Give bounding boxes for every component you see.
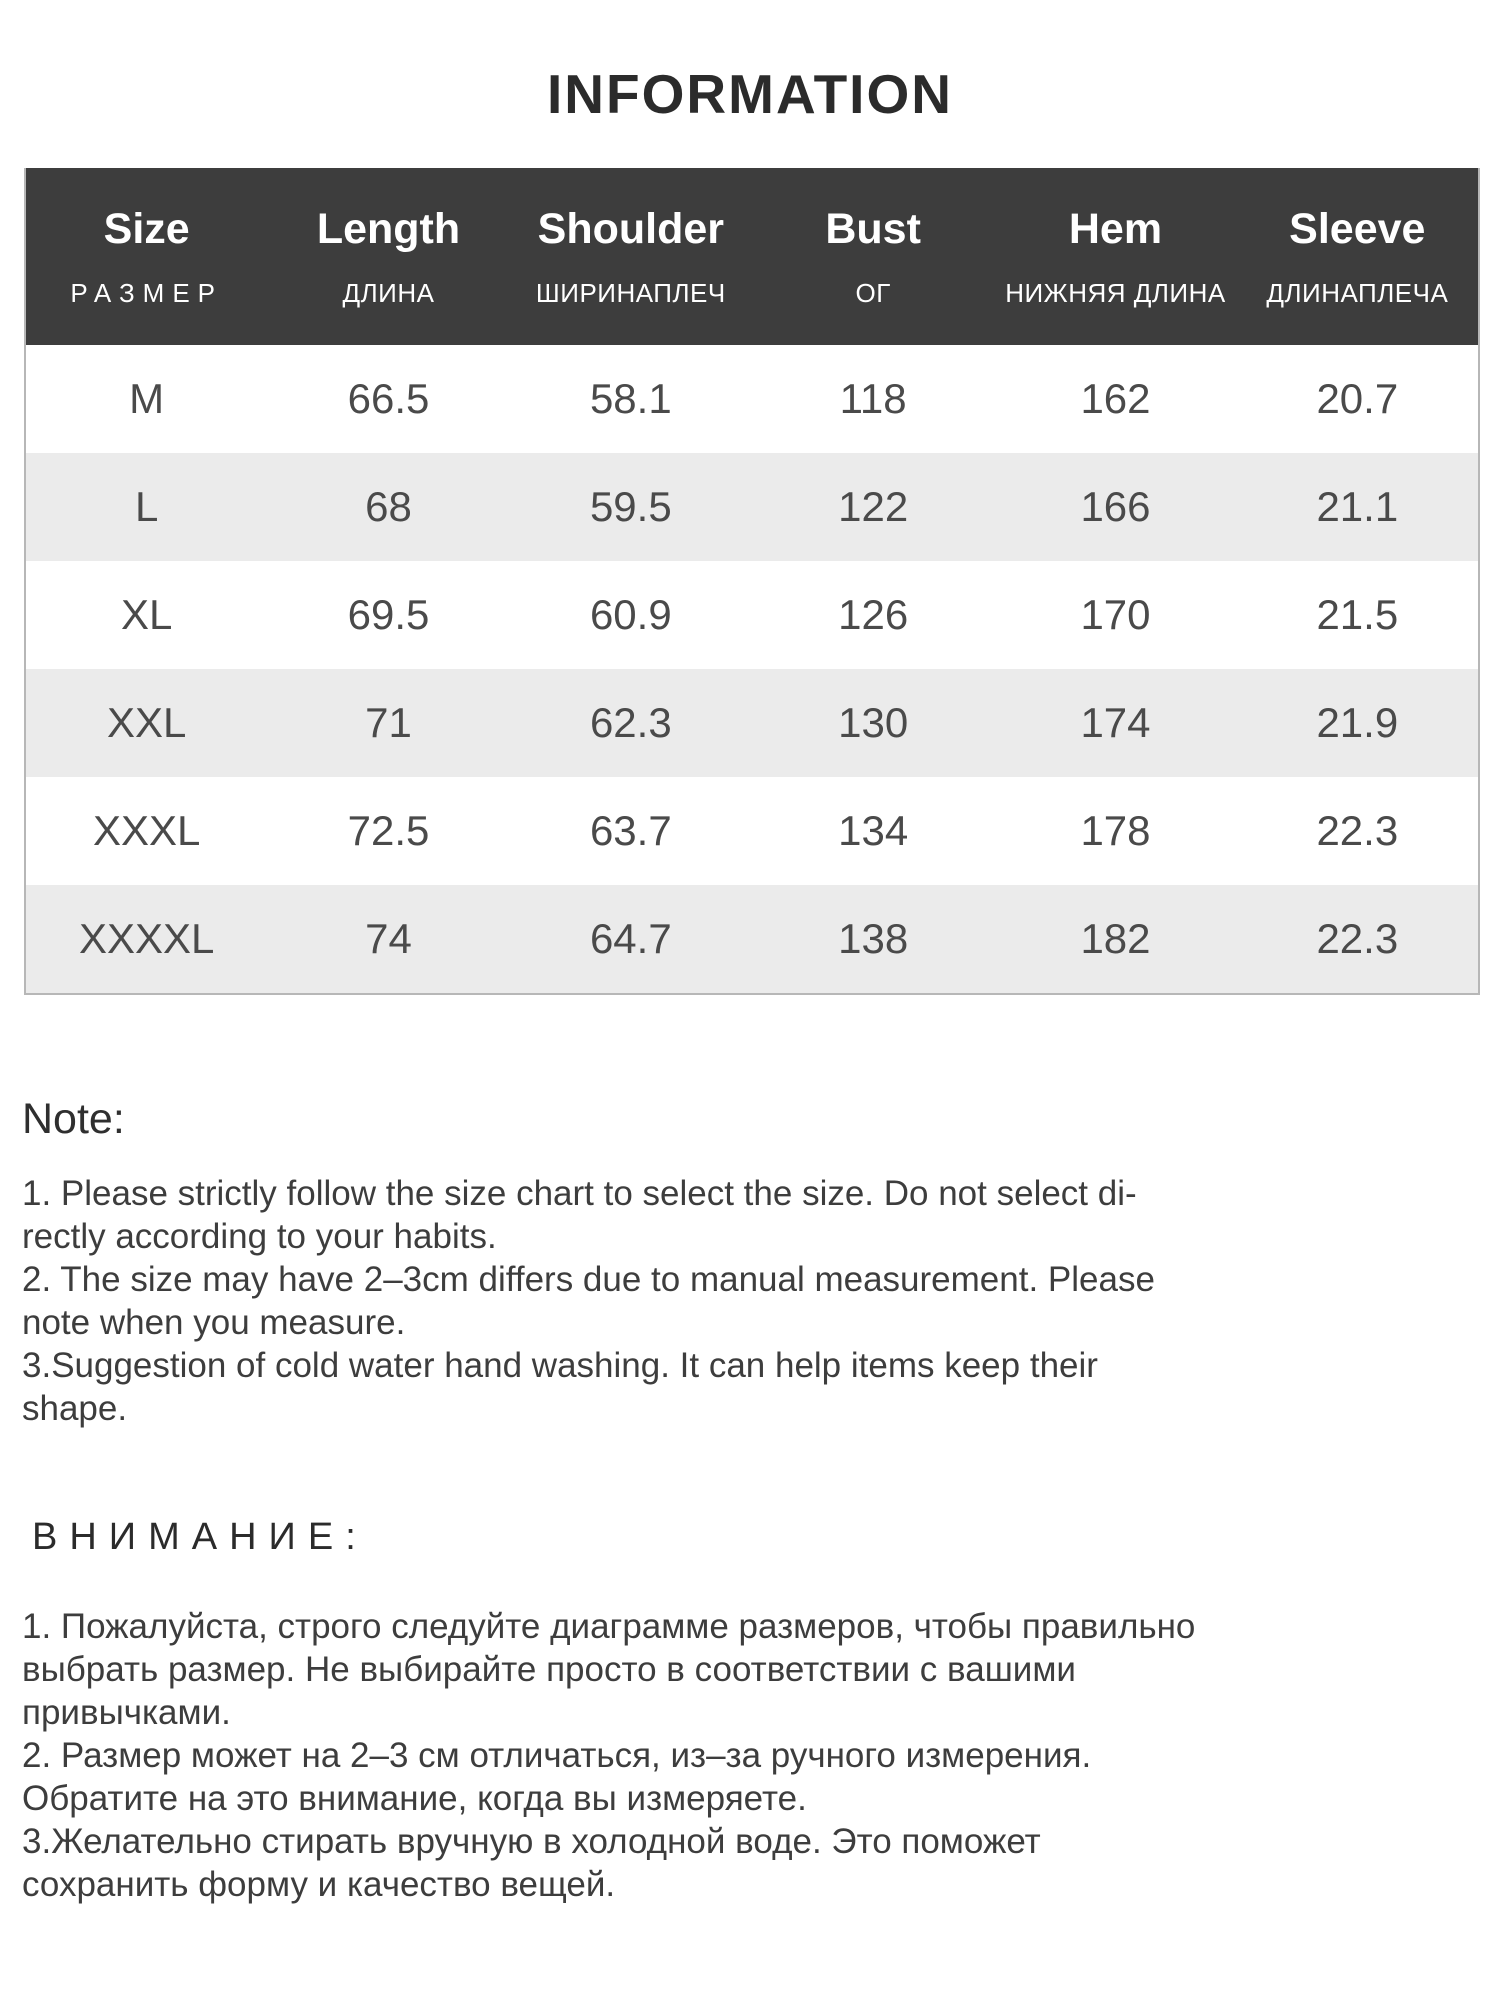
column-header-hem-ru: НИЖНЯЯ ДЛИНА — [1005, 277, 1226, 308]
cell-sleeve: 21.5 — [1316, 591, 1399, 638]
size-chart-body: M 66.5 58.1 118 162 20.7 L 68 59.5 122 1… — [25, 345, 1479, 994]
cell-hem: 162 — [1080, 375, 1151, 422]
column-header-shoulder-ru: ШИРИНАПЛЕЧ — [535, 277, 726, 308]
cell-bust: 134 — [838, 807, 909, 854]
cell-size: XXXXL — [78, 915, 215, 962]
table-row-m: M 66.5 58.1 118 162 20.7 — [25, 345, 1479, 453]
column-header-sleeve: Sleeve ДЛИНАПЛЕЧА — [1236, 168, 1479, 345]
attention-heading: ВНИМАНИЕ: — [32, 1516, 368, 1558]
cell-sleeve: 20.7 — [1316, 375, 1399, 422]
column-header-sleeve-en: Sleeve — [1289, 204, 1426, 253]
cell-size: XXL — [106, 699, 187, 746]
cell-bust: 118 — [839, 375, 907, 422]
cell-length: 68 — [365, 483, 412, 530]
cell-shoulder: 63.7 — [589, 807, 672, 854]
cell-sleeve: 22.3 — [1316, 915, 1399, 962]
size-chart-table: Size РАЗМЕР Length ДЛИНА Shoulder ШИРИНА… — [24, 168, 1480, 995]
cell-size: M — [129, 375, 165, 422]
cell-hem: 182 — [1080, 915, 1151, 962]
table-row-xxl: XXL 71 62.3 130 174 21.9 — [25, 669, 1479, 777]
column-header-length-en: Length — [316, 204, 461, 253]
table-row-xxxl: XXXL 72.5 63.7 134 178 22.3 — [25, 777, 1479, 885]
cell-shoulder: 64.7 — [589, 915, 672, 962]
cell-length: 72.5 — [347, 807, 430, 854]
column-header-size-ru: РАЗМЕР — [70, 277, 224, 308]
page-title: INFORMATION — [547, 63, 953, 125]
column-header-shoulder: Shoulder ШИРИНАПЛЕЧ — [509, 168, 752, 345]
header-row: Size РАЗМЕР Length ДЛИНА Shoulder ШИРИНА… — [25, 168, 1479, 345]
cell-shoulder: 60.9 — [589, 591, 672, 638]
cell-shoulder: 62.3 — [589, 699, 672, 746]
table-row-xxxxl: XXXXL 74 64.7 138 182 22.3 — [25, 885, 1479, 994]
cell-sleeve: 21.9 — [1316, 699, 1399, 746]
cell-length: 69.5 — [347, 591, 430, 638]
cell-sleeve: 21.1 — [1316, 483, 1399, 530]
column-header-length: Length ДЛИНА — [267, 168, 510, 345]
size-chart-header: Size РАЗМЕР Length ДЛИНА Shoulder ШИРИНА… — [25, 168, 1479, 345]
cell-size: XXXL — [92, 807, 201, 854]
table-row-xl: XL 69.5 60.9 126 170 21.5 — [25, 561, 1479, 669]
column-header-length-ru: ДЛИНА — [342, 277, 435, 308]
column-header-hem-en: Hem — [1068, 204, 1163, 253]
cell-size: L — [134, 483, 159, 530]
column-header-size-en: Size — [103, 204, 190, 253]
column-header-size: Size РАЗМЕР — [25, 168, 268, 345]
column-header-bust-ru: ОГ — [855, 277, 891, 308]
cell-length: 74 — [365, 915, 412, 962]
cell-bust: 130 — [838, 699, 909, 746]
note-body: 1. Please strictly follow the size chart… — [22, 1174, 1155, 1428]
cell-bust: 122 — [838, 483, 909, 530]
column-header-bust-en: Bust — [825, 204, 921, 253]
cell-shoulder: 59.5 — [589, 483, 672, 530]
cell-bust: 126 — [838, 591, 909, 638]
cell-hem: 178 — [1080, 807, 1151, 854]
cell-length: 71 — [365, 699, 412, 746]
attention-body: 1. Пожалуйста, строго следуйте диаграмме… — [22, 1607, 1196, 1904]
cell-hem: 174 — [1080, 699, 1151, 746]
cell-sleeve: 22.3 — [1316, 807, 1399, 854]
cell-hem: 170 — [1080, 591, 1151, 638]
cell-size: XL — [120, 591, 173, 638]
cell-shoulder: 58.1 — [589, 375, 672, 422]
cell-hem: 166 — [1080, 483, 1151, 530]
column-header-hem: Hem НИЖНЯЯ ДЛИНА — [994, 168, 1237, 345]
column-header-sleeve-ru: ДЛИНАПЛЕЧА — [1266, 277, 1449, 308]
cell-length: 66.5 — [347, 375, 430, 422]
column-header-bust: Bust ОГ — [751, 168, 995, 345]
table-row-l: L 68 59.5 122 166 21.1 — [25, 453, 1479, 561]
column-header-shoulder-en: Shoulder — [537, 204, 724, 253]
note-heading: Note: — [22, 1095, 125, 1143]
cell-bust: 138 — [838, 915, 909, 962]
